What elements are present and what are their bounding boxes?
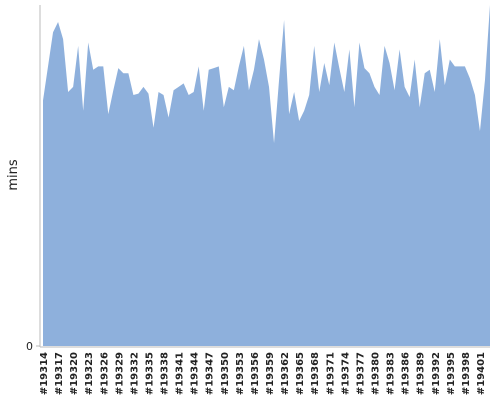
x-tick-label: #19335: [144, 352, 155, 395]
x-tick-label: #19329: [114, 352, 125, 395]
y-tick-label: 0: [26, 340, 33, 353]
x-tick-label: #19323: [84, 352, 95, 395]
x-tick-label: #19368: [310, 352, 321, 395]
x-tick-label: #19371: [325, 352, 336, 395]
x-tick-label: #19380: [370, 352, 381, 395]
x-tick-label: #19344: [190, 352, 201, 395]
x-tick-label: #19374: [340, 352, 351, 395]
x-tick-label: #19365: [295, 352, 306, 395]
x-tick-label: #19332: [129, 352, 140, 395]
x-tick-label: #19398: [461, 352, 472, 395]
x-tick-label: #19377: [355, 352, 366, 395]
x-tick-label: #19353: [235, 352, 246, 395]
x-tick-label: #19401: [476, 352, 487, 395]
x-tick-label: #19392: [431, 352, 442, 395]
x-tick-label: #19347: [205, 352, 216, 395]
x-tick-label: #19389: [416, 352, 427, 395]
area: [43, 5, 490, 346]
x-tick-label: #19362: [280, 352, 291, 395]
x-tick-label: #19386: [401, 352, 412, 395]
x-tick-label: #19320: [69, 352, 80, 395]
x-tick-label: #19317: [54, 352, 65, 395]
x-tick-label: #19326: [99, 352, 110, 395]
x-tick-label: #19350: [220, 352, 231, 395]
x-tick-label: #19356: [250, 352, 261, 395]
x-tick-label: #19341: [175, 352, 186, 395]
x-tick-label: #19359: [265, 352, 276, 395]
x-tick-label: #19395: [446, 352, 457, 395]
x-tick-label: #19383: [386, 352, 397, 395]
x-tick-label: #19314: [39, 352, 50, 395]
y-axis-label: mins: [6, 159, 21, 191]
x-tick-label: #19338: [160, 352, 171, 395]
